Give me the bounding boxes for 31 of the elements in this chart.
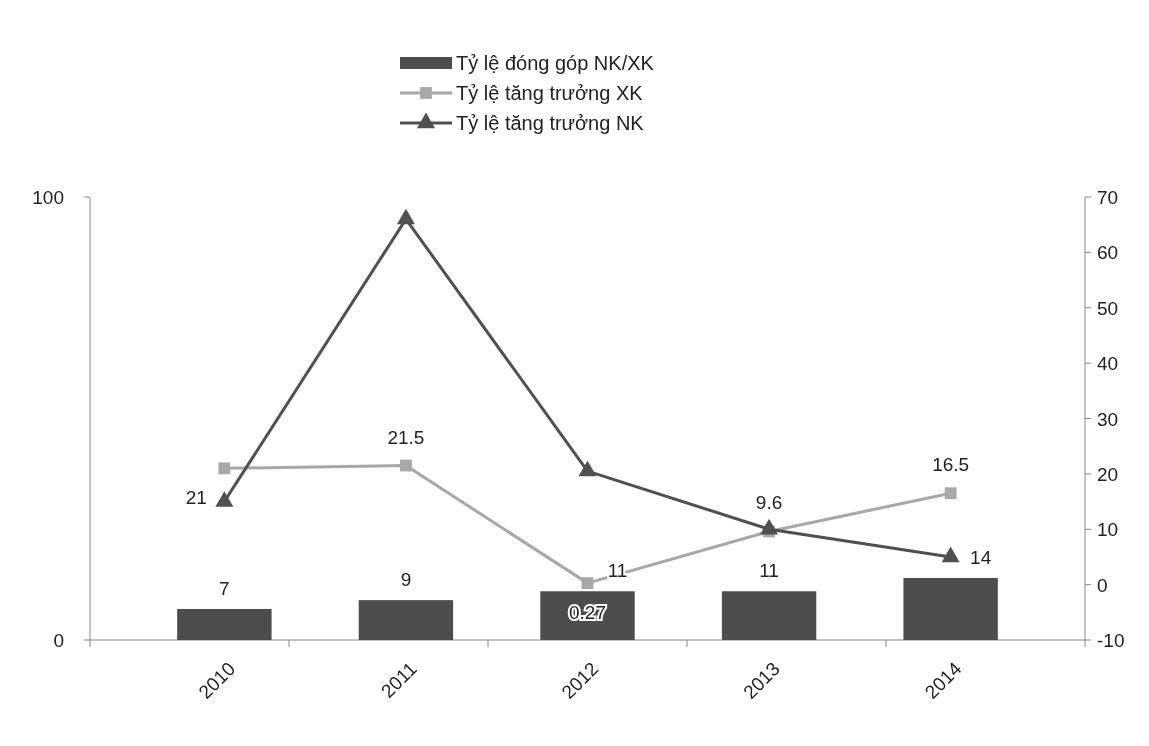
point [400, 459, 412, 472]
data-label: 16.5 [932, 454, 970, 476]
y2-tick-label: 70 [1097, 187, 1119, 208]
y2-tick-label: 10 [1097, 519, 1119, 541]
data-label: 9 [400, 569, 412, 591]
y2-tick-label: 50 [1097, 297, 1119, 319]
bar [903, 577, 998, 640]
bar [177, 608, 272, 640]
y2-tick-label: -10 [1097, 630, 1125, 651]
data-label: 7 [219, 577, 230, 599]
y2-tick-label: 30 [1097, 408, 1119, 430]
data-label: 9.6 [755, 492, 783, 514]
y2-tick-label: 60 [1097, 242, 1119, 264]
data-label: 11 [759, 560, 779, 582]
data-label: 14 [970, 546, 992, 568]
data-label: 21.5 [387, 426, 425, 448]
y2-tick-label: 0 [1097, 574, 1108, 596]
data-label: 11 [607, 560, 628, 582]
y2-tick-label: 40 [1097, 353, 1119, 375]
point [581, 577, 594, 590]
y2-tick-label: 20 [1097, 463, 1119, 485]
point [396, 208, 415, 225]
data-label: 21 [185, 487, 207, 509]
point [944, 487, 957, 500]
bar [721, 591, 817, 640]
bar [358, 600, 454, 640]
y-tick-label: 100 [32, 187, 64, 208]
legend-label: Tỷ lệ tăng trưởng XK [456, 82, 644, 104]
point [218, 462, 231, 475]
legend-label: Tỷ lệ tăng trưởng NK [456, 112, 645, 134]
legend-label: Tỷ lệ đóng góp NK/XK [456, 52, 655, 74]
